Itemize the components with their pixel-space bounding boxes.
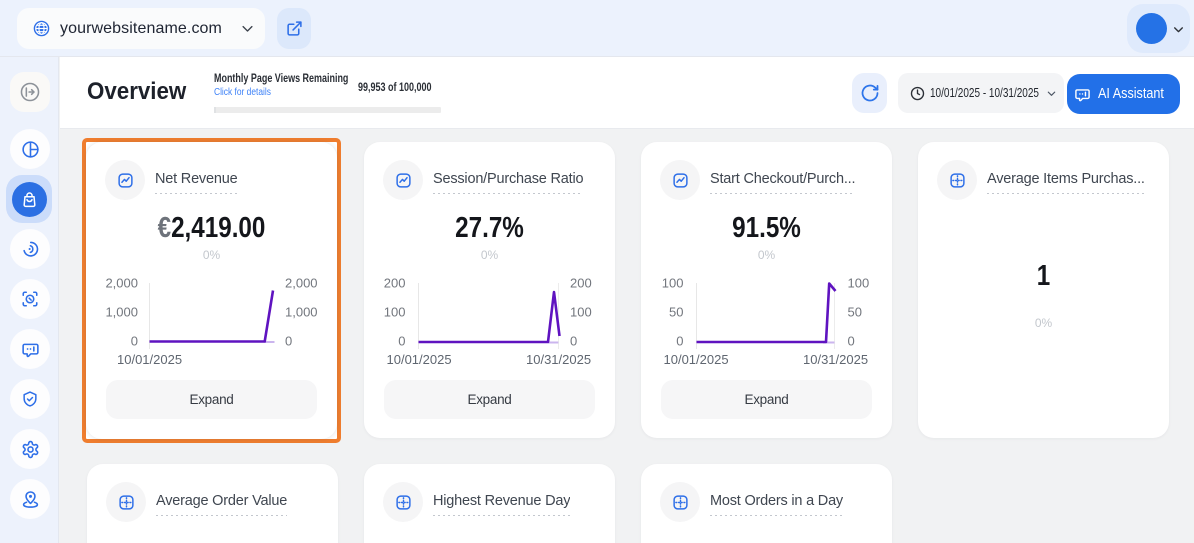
svg-text:0: 0 xyxy=(676,334,683,349)
svg-text:50: 50 xyxy=(848,305,862,320)
svg-text:2,000: 2,000 xyxy=(105,276,138,291)
svg-text:100: 100 xyxy=(570,305,592,320)
svg-text:0: 0 xyxy=(398,334,405,349)
svg-text:0: 0 xyxy=(848,334,855,349)
svg-text:10/31/2025: 10/31/2025 xyxy=(803,352,868,367)
svg-text:1,000: 1,000 xyxy=(105,305,138,320)
svg-text:2,000: 2,000 xyxy=(285,276,318,291)
svg-text:10/01/2025: 10/01/2025 xyxy=(387,352,452,367)
svg-text:100: 100 xyxy=(848,276,870,291)
svg-text:0: 0 xyxy=(285,334,292,349)
svg-text:0: 0 xyxy=(131,334,138,349)
svg-text:10/31/2025: 10/31/2025 xyxy=(526,352,591,367)
svg-text:10/01/2025: 10/01/2025 xyxy=(664,352,729,367)
svg-text:50: 50 xyxy=(669,305,683,320)
svg-text:1,000: 1,000 xyxy=(285,305,318,320)
svg-text:200: 200 xyxy=(384,276,406,291)
svg-text:200: 200 xyxy=(570,276,592,291)
svg-text:10/01/2025: 10/01/2025 xyxy=(117,352,182,367)
svg-text:100: 100 xyxy=(384,305,406,320)
svg-text:0: 0 xyxy=(570,334,577,349)
svg-text:100: 100 xyxy=(662,276,684,291)
